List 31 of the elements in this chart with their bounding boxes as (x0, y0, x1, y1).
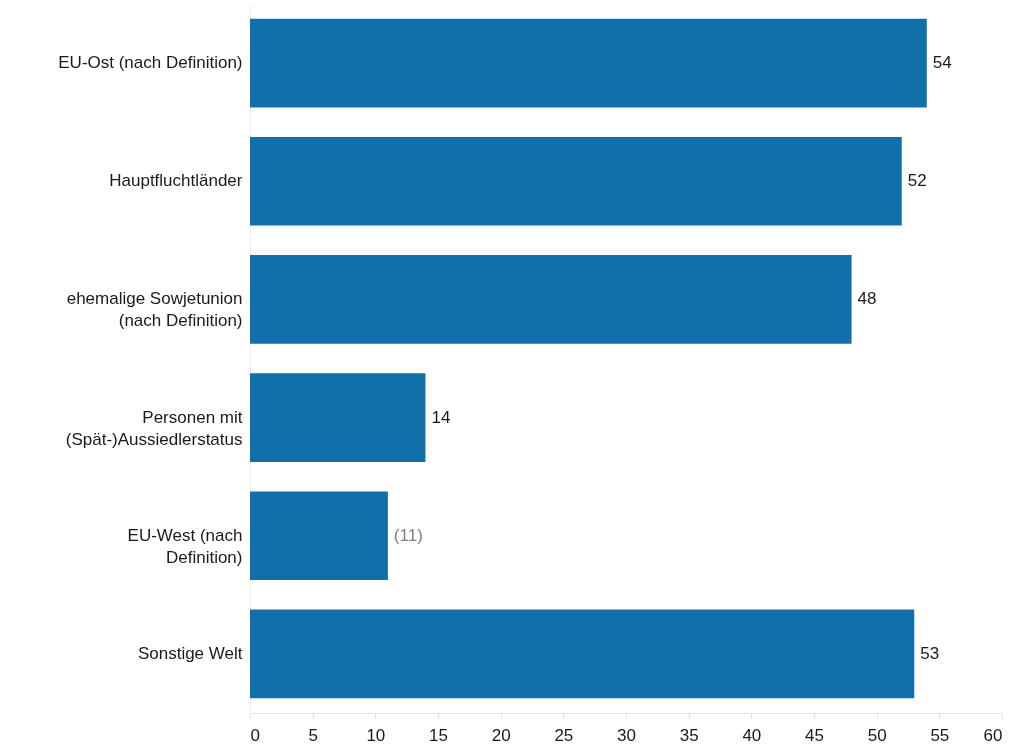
bar (250, 491, 388, 581)
x-tick-label: 35 (679, 725, 699, 745)
x-tick-label: 55 (930, 725, 950, 745)
data-label: 48 (857, 289, 877, 309)
data-label: 54 (932, 53, 952, 73)
x-tick-label: 25 (554, 725, 574, 745)
data-label: 53 (920, 643, 940, 663)
x-tick-label: 20 (491, 725, 511, 745)
data-label: 14 (431, 407, 451, 427)
bar (250, 18, 927, 108)
y-tick-label: Sonstige Welt (137, 643, 243, 663)
data-label: 52 (907, 171, 927, 191)
x-tick-label: 40 (742, 725, 762, 745)
data-label: (11) (393, 525, 423, 545)
x-tick-label: 0 (250, 725, 260, 745)
x-tick-label: 10 (366, 725, 386, 745)
y-tick-label: EU-Ost (nach Definition) (58, 53, 243, 73)
x-tick-label: 45 (805, 725, 824, 745)
bar (250, 609, 915, 699)
x-tick-label: 5 (308, 725, 318, 745)
bar (250, 255, 852, 344)
bar (250, 136, 902, 226)
x-tick-label: 15 (429, 725, 448, 745)
y-tick-label: EU-West (nach Definition) (127, 525, 243, 567)
y-tick-label: ehemalige Sowjetunion (nach Definition) (66, 289, 243, 331)
y-tick-label: Hauptfluchtländer (109, 171, 243, 191)
bar (250, 373, 426, 462)
x-tick-label: 30 (617, 725, 636, 745)
y-tick-label: Personen mit (Spät-)Aussiedlerstatus (65, 407, 243, 449)
x-tick-label: 60 (983, 725, 1003, 745)
x-tick-label: 50 (867, 725, 887, 745)
